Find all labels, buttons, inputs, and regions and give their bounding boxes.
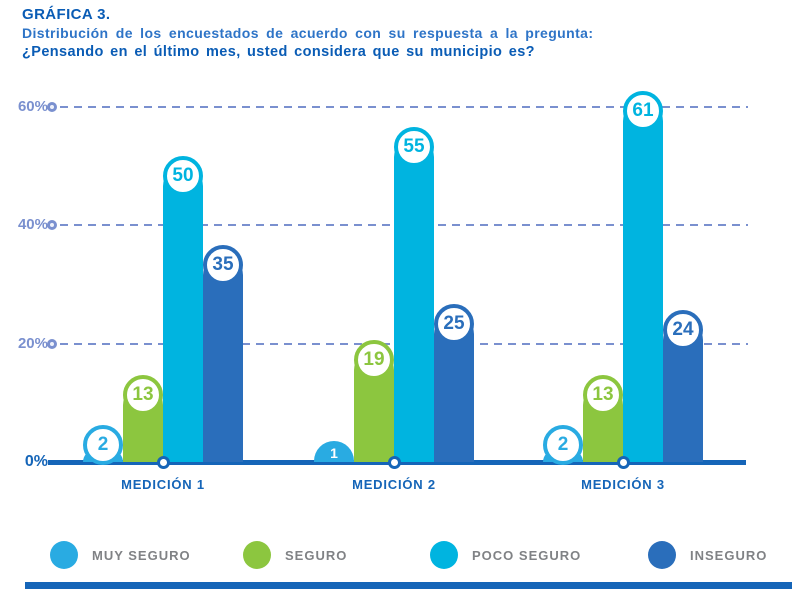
axis-dot-medicion-2 — [388, 456, 401, 469]
legend-label-poco-seguro: POCO SEGURO — [472, 547, 582, 563]
y-tick-label-0: 0% — [24, 453, 48, 470]
gridline-60 — [60, 106, 748, 108]
legend-label-seguro: SEGURO — [285, 547, 348, 563]
chart-kicker: GRÁFICA 3. — [22, 6, 111, 23]
legend-item-muy-seguro: MUY SEGURO — [50, 541, 191, 569]
legend-item-poco-seguro: POCO SEGURO — [430, 541, 581, 569]
value-badge-poco-seguro-medicion-1: 50 — [163, 156, 203, 197]
gridline-marker-40 — [47, 220, 57, 231]
value-badge-inseguro-medicion-3: 24 — [663, 310, 703, 350]
value-badge-poco-seguro-medicion-2: 55 — [394, 126, 434, 167]
bar-muy-seguro-medicion-2: 1 — [314, 441, 354, 462]
y-tick-label-60: 60% — [17, 98, 48, 115]
value-badge-seguro-medicion-2: 19 — [354, 339, 394, 380]
bar-inseguro-medicion-1 — [203, 254, 243, 462]
category-label-medicion-1: MEDICIÓN 1 — [121, 477, 205, 492]
y-tick-label-40: 40% — [17, 216, 48, 234]
value-badge-poco-seguro-medicion-3: 61 — [623, 91, 663, 132]
category-label-medicion-3: MEDICIÓN 3 — [581, 477, 665, 492]
footer-rule — [25, 582, 792, 589]
legend-dot-poco-seguro — [430, 541, 458, 569]
chart-header: GRÁFICA 3. Distribución de los encuestad… — [22, 6, 593, 62]
gridline-marker-60 — [47, 102, 57, 112]
chart-question: ¿Pensando en el último mes, usted consid… — [22, 44, 535, 60]
legend-item-seguro: SEGURO — [243, 541, 347, 569]
value-badge-inseguro-medicion-1: 35 — [203, 244, 243, 285]
value-badge-seguro-medicion-1: 13 — [123, 375, 163, 416]
legend-dot-muy-seguro — [50, 541, 78, 569]
value-badge-muy-seguro-medicion-3: 2 — [543, 425, 583, 465]
chart-subtitle: Distribución de los encuestados de acuer… — [22, 25, 594, 41]
bar-poco-seguro-medicion-3 — [623, 101, 663, 462]
gridline-marker-20 — [47, 338, 57, 349]
legend-label-muy-seguro: MUY SEGURO — [92, 547, 191, 563]
legend-item-inseguro: INSEGURO — [648, 541, 767, 569]
legend-dot-inseguro — [648, 541, 676, 569]
value-badge-inseguro-medicion-2: 25 — [434, 304, 474, 345]
axis-dot-medicion-3 — [617, 456, 630, 469]
value-badge-seguro-medicion-3: 13 — [583, 375, 623, 416]
category-label-medicion-2: MEDICIÓN 2 — [352, 477, 436, 492]
axis-dot-medicion-1 — [157, 456, 170, 469]
value-badge-muy-seguro-medicion-1: 2 — [83, 425, 123, 465]
bar-poco-seguro-medicion-1 — [163, 166, 203, 462]
legend-label-inseguro: INSEGURO — [690, 547, 768, 563]
y-tick-label-20: 20% — [17, 334, 48, 352]
legend-dot-seguro — [243, 541, 271, 569]
bar-poco-seguro-medicion-2 — [394, 136, 434, 462]
